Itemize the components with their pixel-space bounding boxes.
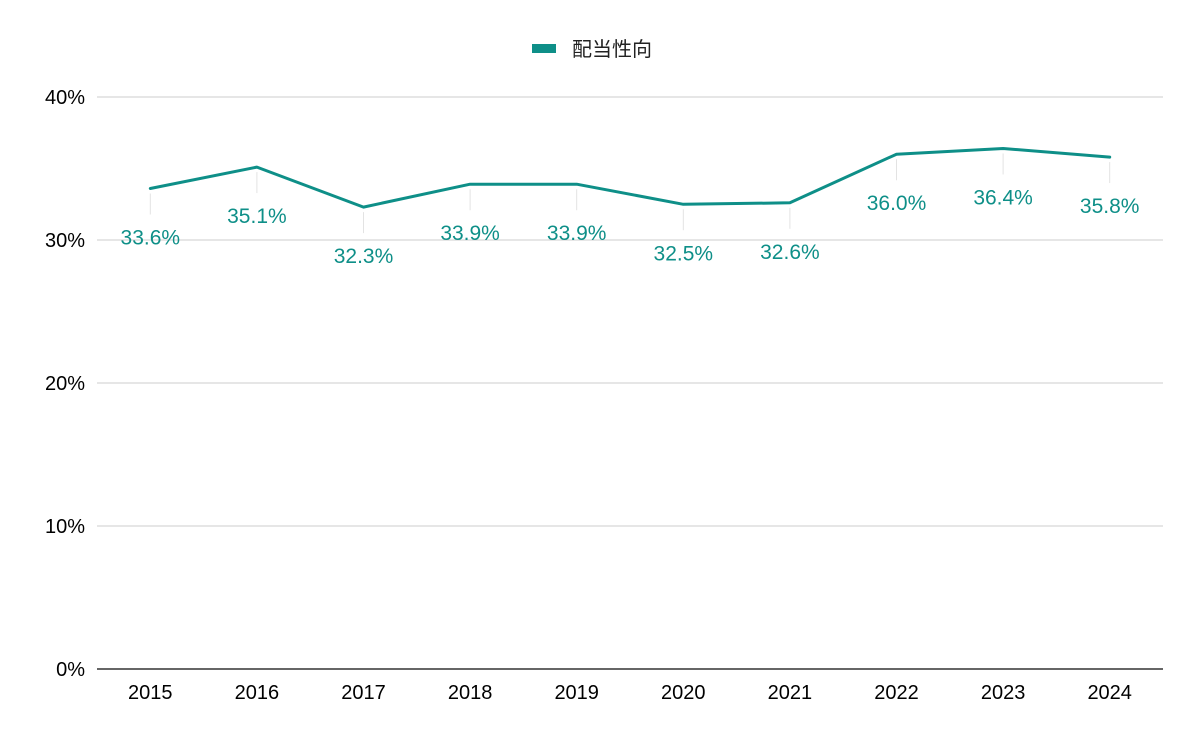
y-tick-label: 30% [45, 230, 85, 252]
gridlines [97, 96, 1163, 670]
x-axis-tick-labels: 2015 2016 2017 2018 2019 2020 2021 2022 2023 2024 [128, 682, 1132, 704]
y-tick-label: 0% [56, 659, 85, 681]
legend-swatch [532, 44, 556, 53]
data-label: 33.9% [547, 222, 607, 245]
x-tick-label: 2020 [661, 682, 706, 704]
x-tick-label: 2019 [554, 682, 599, 704]
data-label: 32.5% [654, 242, 714, 265]
series-layer [148, 147, 1112, 209]
x-tick-label: 2015 [128, 682, 173, 704]
data-label: 32.3% [334, 245, 394, 268]
y-tick-label: 20% [45, 373, 85, 395]
x-tick-label: 2024 [1087, 682, 1132, 704]
data-label: 33.6% [121, 227, 181, 250]
data-label: 36.4% [973, 186, 1033, 209]
data-label: 35.8% [1080, 195, 1140, 218]
x-tick-label: 2018 [448, 682, 493, 704]
y-axis-tick-labels: 0% 10% 20% 30% 40% [45, 87, 85, 681]
data-label: 32.6% [760, 241, 820, 264]
data-label: 33.9% [440, 222, 500, 245]
y-tick-label: 10% [45, 516, 85, 538]
legend: 配当性向 [532, 37, 652, 61]
data-label: 36.0% [867, 192, 927, 215]
x-tick-label: 2021 [768, 682, 813, 704]
series-line [148, 147, 1112, 209]
data-labels: 33.6% 35.1% 32.3% 33.9% 33.9% 32.5% 32.6% 36.0%… [121, 186, 1140, 268]
x-tick-label: 2023 [981, 682, 1026, 704]
y-tick-label: 40% [45, 87, 85, 109]
data-label-leader-lines [149, 153, 1111, 234]
data-label: 35.1% [227, 205, 287, 228]
x-tick-label: 2022 [874, 682, 919, 704]
x-tick-label: 2016 [235, 682, 280, 704]
legend-label: 配当性向 [572, 37, 652, 61]
x-tick-label: 2017 [341, 682, 386, 704]
